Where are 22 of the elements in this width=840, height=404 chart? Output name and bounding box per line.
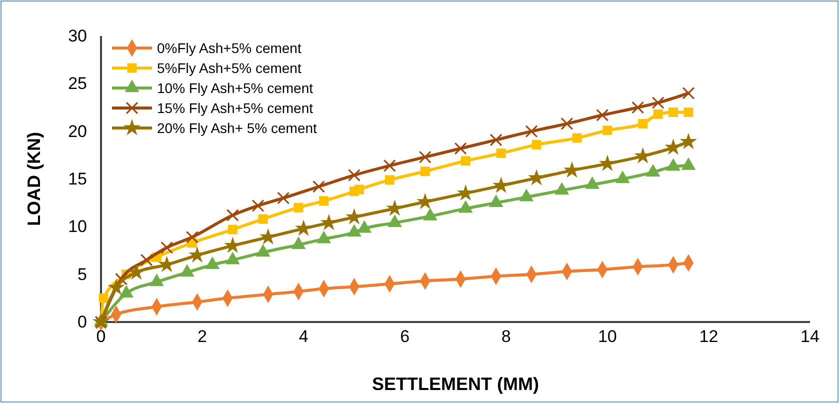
legend-label: 15% Fly Ash+5% cement bbox=[157, 100, 314, 116]
x-tick-label: 6 bbox=[400, 327, 410, 346]
y-tick-label: 25 bbox=[68, 74, 87, 94]
x-tick-label: 4 bbox=[298, 327, 308, 346]
y-tick-label: 5 bbox=[78, 264, 87, 284]
y-axis-title: LOAD (KN) bbox=[24, 132, 44, 226]
y-tick-label: 15 bbox=[68, 169, 87, 188]
x-tick-label: 10 bbox=[598, 327, 617, 346]
x-tick-label: 14 bbox=[800, 327, 820, 346]
y-tick-label: 10 bbox=[68, 217, 87, 236]
x-tick-label: 2 bbox=[198, 327, 208, 346]
legend-label: 20% Fly Ash+ 5% cement bbox=[157, 120, 318, 136]
x-tick-label: 0 bbox=[96, 327, 106, 346]
x-axis-title: SETTLEMENT (MM) bbox=[372, 374, 539, 394]
y-tick-label: 0 bbox=[78, 312, 87, 332]
y-tick-label: 30 bbox=[68, 26, 87, 46]
x-tick-label: 12 bbox=[699, 327, 718, 346]
x-tick-label: 8 bbox=[501, 327, 511, 346]
legend-label: 5%Fly Ash+5% cement bbox=[157, 60, 302, 76]
y-tick-label: 20 bbox=[68, 122, 87, 141]
legend-label: 0%Fly Ash+5% cement bbox=[157, 40, 302, 56]
legend-label: 10% Fly Ash+5% cement bbox=[157, 80, 314, 96]
